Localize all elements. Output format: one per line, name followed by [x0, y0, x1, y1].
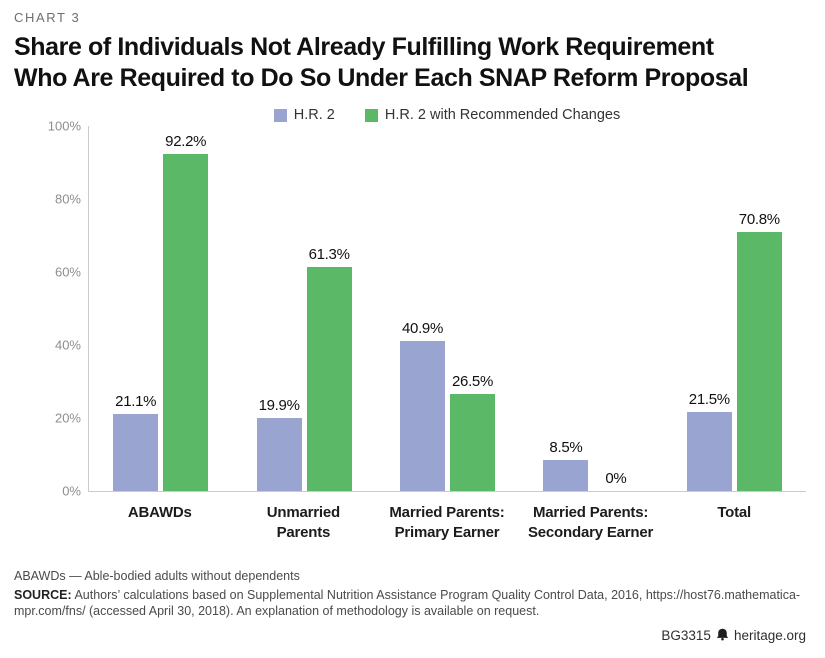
y-tick-20: 20%	[54, 410, 81, 426]
title-line-1: Share of Individuals Not Already Fulfill…	[14, 33, 714, 61]
source-note: SOURCE: Authors’ calculations based on S…	[14, 587, 804, 620]
bar-group-abawds: 21.1% 92.2%	[89, 133, 232, 491]
value-label: 19.9%	[258, 397, 300, 415]
value-label: 92.2%	[165, 132, 207, 150]
abawds-definition-note: ABAWDs — Able-bodied adults without depe…	[14, 569, 300, 583]
bar-groups: 21.1% 92.2% 19.9%	[89, 126, 806, 491]
value-label: 0%	[605, 470, 627, 487]
value-label: 40.9%	[401, 320, 444, 338]
value-label: 70.8%	[738, 210, 780, 228]
bar-group-married-secondary: 8.5% 0%	[519, 439, 662, 491]
x-label-married-primary: Married Parents: Primary Earner	[389, 504, 505, 541]
legend-label-hr2: H.R. 2	[293, 107, 335, 123]
footnotes: ABAWDs — Able-bodied adults without depe…	[14, 568, 806, 620]
x-axis-labels: ABAWDs Unmarried Parents Married Parents…	[88, 503, 806, 542]
plot-area: 0% 20% 40% 60% 80% 100% 21.1% 92.2%	[48, 119, 806, 499]
value-label: 61.3%	[308, 245, 350, 263]
legend-item-hr2-recommended: H.R. 2 with Recommended Changes	[364, 107, 621, 123]
source-label: SOURCE:	[14, 587, 72, 602]
bar-recommended-abawds	[163, 153, 209, 491]
bar-hr2-married-primary	[400, 341, 446, 491]
legend-item-hr2: H.R. 2	[273, 107, 335, 123]
legend-swatch-hr2	[273, 108, 287, 122]
source-text: Authors’ calculations based on Supplemen…	[14, 587, 801, 619]
x-label-total: Total	[717, 504, 752, 521]
y-tick-100: 100%	[47, 118, 81, 134]
bar-recommended-total	[736, 231, 782, 491]
x-label-married-secondary: Married Parents: Secondary Earner	[527, 504, 654, 541]
bar-hr2-total	[686, 412, 732, 491]
title-line-2: Who Are Required to Do So Under Each SNA…	[14, 63, 749, 92]
bar-group-unmarried-parents: 19.9% 61.3%	[232, 246, 375, 491]
x-label-abawds: ABAWDs	[127, 504, 192, 521]
value-label: 21.1%	[115, 392, 157, 410]
legend-label-hr2-recommended: H.R. 2 with Recommended Changes	[384, 107, 621, 123]
y-tick-0: 0%	[62, 483, 81, 499]
chart-kicker: CHART 3	[14, 10, 81, 25]
bar-recommended-married-primary	[450, 394, 496, 491]
bar-group-total: 21.5% 70.8%	[663, 211, 806, 491]
chart-page: CHART 3 Share of Individuals Not Already…	[14, 10, 806, 643]
bar-group-married-primary: 40.9% 26.5%	[376, 320, 519, 491]
page-title: Share of Individuals Not Already Fulfill…	[14, 32, 806, 93]
bar-recommended-unmarried-parents	[306, 266, 352, 491]
report-id: BG3315	[661, 628, 711, 643]
bar-hr2-married-secondary	[543, 459, 589, 491]
bar-hr2-abawds	[113, 413, 159, 491]
value-label: 26.5%	[451, 373, 494, 391]
x-label-unmarried-parents: Unmarried Parents	[266, 504, 340, 541]
credit-line: BG3315 heritage.org	[661, 627, 806, 644]
legend: H.R. 2 H.R. 2 with Recommended Changes	[88, 106, 806, 124]
bar-hr2-unmarried-parents	[256, 418, 302, 491]
value-label: 8.5%	[549, 438, 583, 456]
y-tick-60: 60%	[54, 264, 81, 280]
y-tick-80: 80%	[54, 191, 81, 207]
heritage-bell-icon	[716, 628, 729, 644]
legend-swatch-hr2-recommended	[364, 108, 378, 122]
value-label: 21.5%	[688, 391, 730, 409]
publisher-site: heritage.org	[733, 628, 806, 643]
bar-chart: 0% 20% 40% 60% 80% 100% 21.1% 92.2%	[14, 119, 806, 542]
y-tick-40: 40%	[54, 337, 81, 353]
